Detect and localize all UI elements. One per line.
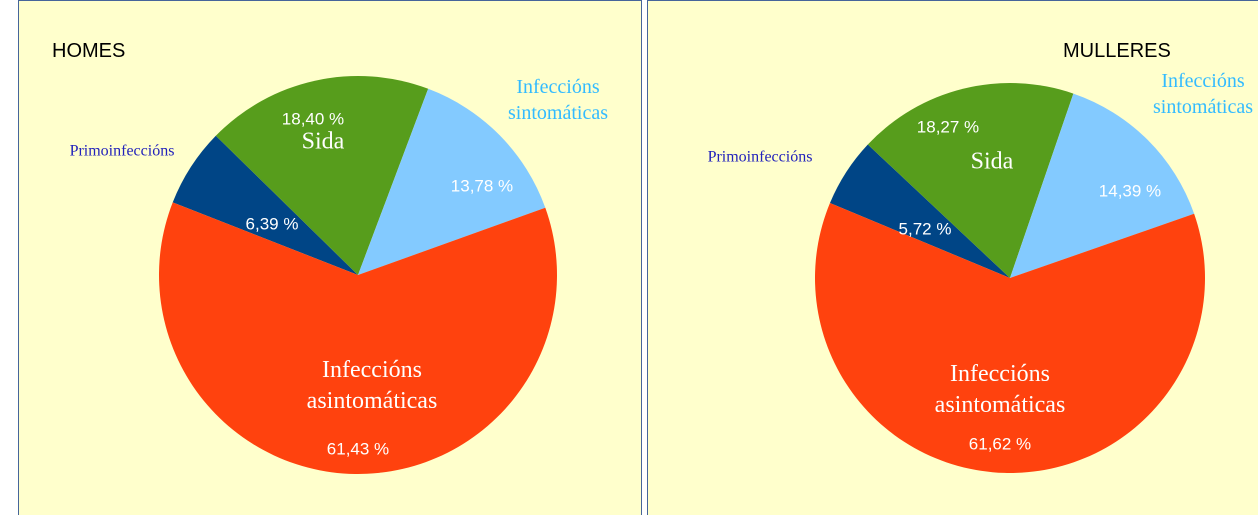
category-label: Sida (971, 149, 1014, 175)
pie-slice (215, 76, 429, 276)
chart-title: MULLERES (1063, 40, 1171, 62)
category-label: Sida (302, 129, 345, 155)
category-label: Infeccións sintomáticas (508, 76, 608, 124)
value-label: 14,39 % (1099, 181, 1161, 200)
pie-slice (815, 203, 1206, 473)
pie-slice (1010, 93, 1195, 279)
pie-slice (829, 144, 1010, 278)
value-label: 61,43 % (327, 439, 389, 458)
pie-slice (358, 88, 546, 275)
pie-slice (172, 135, 358, 275)
category-label: Primoinfeccións (708, 149, 813, 166)
chart-title: HOMES (52, 40, 125, 62)
pie-slice (159, 202, 558, 474)
value-label: 18,27 % (917, 117, 979, 136)
category-label: Infeccións asintomáticas (307, 357, 438, 414)
value-label: 6,39 % (246, 214, 299, 233)
pie-slice (867, 83, 1074, 279)
category-label: Infeccións sintomáticas (1153, 70, 1253, 118)
value-label: 13,78 % (451, 176, 513, 195)
value-label: 61,62 % (969, 434, 1031, 453)
value-label: 5,72 % (899, 219, 952, 238)
value-label: 18,40 % (282, 109, 344, 128)
category-label: Infeccións asintomáticas (935, 361, 1066, 418)
category-label: Primoinfeccións (70, 143, 175, 160)
